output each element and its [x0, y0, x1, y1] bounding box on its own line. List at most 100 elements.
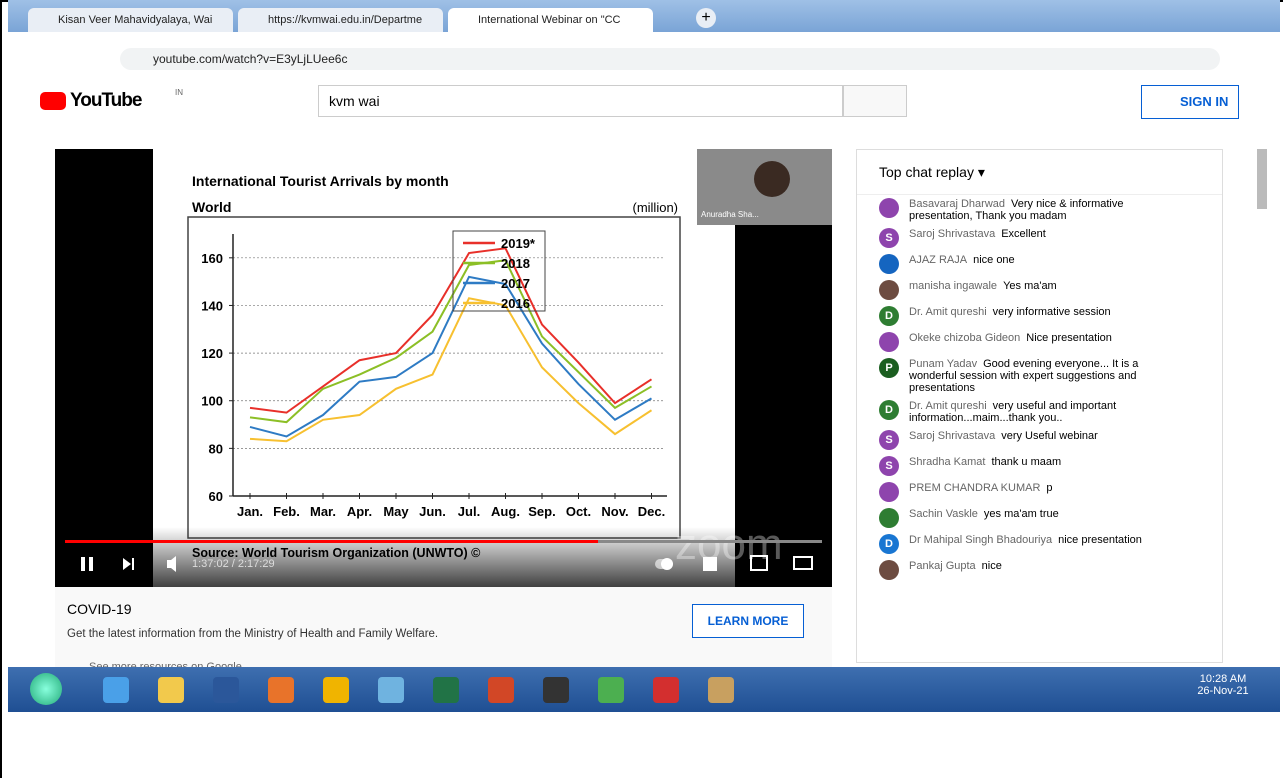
- chat-message: DDr. Amit qureshivery informative sessio…: [857, 303, 1222, 329]
- banner-title: COVID-19: [67, 601, 132, 617]
- x-tick-label: Oct.: [566, 504, 591, 519]
- tab[interactable]: International Webinar on "CC: [448, 8, 653, 32]
- author[interactable]: Pankaj Gupta: [909, 560, 976, 572]
- message-text: nice one: [973, 254, 1015, 266]
- chat-message: manisha ingawaleYes ma'am: [857, 277, 1222, 303]
- chat-message: S Saroj Shrivastava very Useful webinar: [857, 427, 1222, 453]
- taskbar-icon[interactable]: [488, 677, 514, 703]
- sign-in[interactable]: SIGN IN: [1141, 85, 1239, 119]
- legend-label: 2016: [501, 296, 530, 311]
- legend-label: 2018: [501, 256, 530, 271]
- page: Kisan Veer Mahavidyalaya, Wai https://kv…: [0, 0, 1283, 778]
- new-tab[interactable]: +: [696, 8, 716, 28]
- avatar: P: [879, 358, 899, 378]
- banner-text: Get the latest information from the Mini…: [67, 628, 438, 640]
- chat-message: AJAZ RAJA nice one: [857, 251, 1222, 277]
- avatar: [879, 254, 899, 274]
- message-text: yes ma'am true: [984, 508, 1059, 520]
- taskbar-icon[interactable]: [598, 677, 624, 703]
- taskbar-icon[interactable]: [708, 677, 734, 703]
- tab[interactable]: https://kvmwai.edu.in/Departme: [238, 8, 443, 32]
- taskbar-icon[interactable]: [653, 677, 679, 703]
- taskbar-icon[interactable]: [103, 677, 129, 703]
- taskbar-icon[interactable]: [213, 677, 239, 703]
- author[interactable]: Dr. Amit qureshi: [909, 400, 987, 412]
- y-tick-label: 80: [209, 441, 223, 456]
- unit-label: (million): [633, 200, 679, 215]
- address-bar: youtube.com/watch?v=E3yLjLUee6c: [8, 46, 1280, 76]
- toolbar: [8, 32, 1280, 46]
- avatar: D: [879, 400, 899, 420]
- x-tick-label: Jan.: [237, 504, 263, 519]
- chat-message: PPunam YadavGood evening everyone... It …: [857, 355, 1222, 397]
- chat-message: S Saroj Shrivastava Excellent: [857, 225, 1222, 251]
- y-tick-label: 120: [201, 346, 223, 361]
- taskbar-icon[interactable]: [543, 677, 569, 703]
- chat-header-text[interactable]: Top chat replay: [879, 164, 974, 180]
- author[interactable]: Sachin Vaskle: [909, 508, 978, 520]
- tab-bar: Kisan Veer Mahavidyalaya, Wai https://kv…: [8, 0, 1280, 32]
- tab[interactable]: Kisan Veer Mahavidyalaya, Wai: [28, 8, 233, 32]
- taskbar-icon[interactable]: [433, 677, 459, 703]
- author[interactable]: PREM CHANDRA KUMAR: [909, 482, 1040, 494]
- taskbar-icon[interactable]: [268, 677, 294, 703]
- x-tick-label: May: [383, 504, 409, 519]
- avatar: S: [879, 228, 899, 248]
- clock-date: 26-Nov-21: [1193, 685, 1253, 697]
- author[interactable]: Saroj Shrivastava: [909, 430, 995, 442]
- author[interactable]: Shradha Kamat: [909, 456, 985, 468]
- url[interactable]: youtube.com/watch?v=E3yLjLUee6c: [153, 52, 347, 66]
- taskbar-icon[interactable]: [158, 677, 184, 703]
- y-tick-label: 140: [201, 298, 223, 313]
- legend-label: 2017: [501, 276, 530, 291]
- start-button[interactable]: [30, 673, 62, 705]
- x-tick-label: Mar.: [310, 504, 336, 519]
- logo-icon: [40, 92, 66, 110]
- message-text: Excellent: [1001, 228, 1046, 240]
- avatar: S: [879, 430, 899, 450]
- progress[interactable]: [65, 540, 598, 543]
- chart-title: International Tourist Arrivals by month: [192, 173, 449, 189]
- x-tick-label: Jun.: [419, 504, 446, 519]
- author[interactable]: Basavaraj Dharwad: [909, 198, 1005, 210]
- author[interactable]: Okeke chizoba Gideon: [909, 332, 1020, 344]
- video-player[interactable]: Anuradha Sha... International Tourist Ar…: [55, 149, 832, 587]
- author[interactable]: Dr Mahipal Singh Bhadouriya: [909, 534, 1052, 546]
- logo[interactable]: YouTube: [70, 90, 141, 112]
- chat-message: PREM CHANDRA KUMARp: [857, 479, 1222, 505]
- taskbar-icon[interactable]: [378, 677, 404, 703]
- avatar: [879, 560, 899, 580]
- y-tick-label: 60: [209, 489, 223, 504]
- avatar: [879, 198, 899, 218]
- message-text: thank u maam: [991, 456, 1061, 468]
- x-tick-label: Apr.: [347, 504, 372, 519]
- y-tick-label: 160: [201, 251, 223, 266]
- message-text: nice presentation: [1058, 534, 1142, 546]
- search-button[interactable]: [843, 85, 907, 117]
- scrollbar[interactable]: [1257, 149, 1267, 209]
- message-text: very informative session: [993, 306, 1111, 318]
- x-tick-label: Jul.: [458, 504, 480, 519]
- learn-more[interactable]: LEARN MORE: [692, 604, 804, 638]
- author[interactable]: Punam Yadav: [909, 358, 977, 370]
- chat-header[interactable]: Top chat replay ▾: [857, 150, 1222, 195]
- covid-banner: COVID-19 Get the latest information from…: [55, 587, 832, 667]
- chart-subtitle: World: [192, 199, 231, 215]
- avatar: [879, 508, 899, 528]
- message-text: very Useful webinar: [1001, 430, 1098, 442]
- author[interactable]: manisha ingawale: [909, 280, 997, 292]
- author[interactable]: Saroj Shrivastava: [909, 228, 995, 240]
- taskbar-icon[interactable]: [323, 677, 349, 703]
- author[interactable]: AJAZ RAJA: [909, 254, 967, 266]
- search-box[interactable]: kvm wai: [318, 85, 843, 117]
- x-tick-label: Nov.: [601, 504, 628, 519]
- clock-time: 10:28 AM: [1193, 673, 1253, 685]
- region: IN: [175, 88, 183, 97]
- author[interactable]: Dr. Amit qureshi: [909, 306, 987, 318]
- chat-message: Sachin Vaskle yes ma'am true: [857, 505, 1222, 531]
